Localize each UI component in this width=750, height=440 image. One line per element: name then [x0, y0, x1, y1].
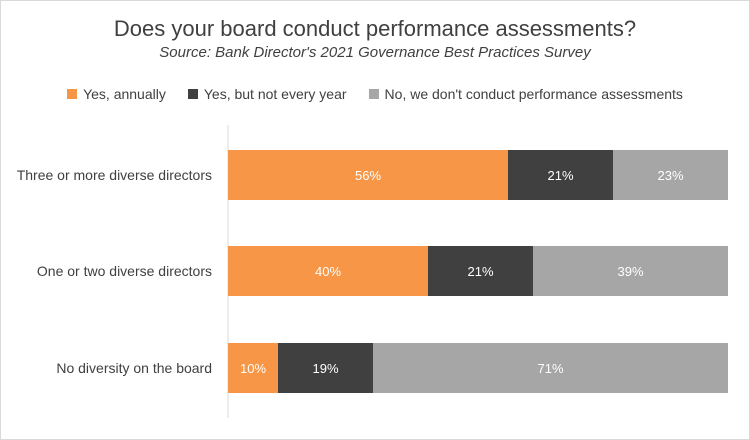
bar-yes-but-not-every-year-no-diversity-on-the-board [278, 343, 373, 393]
legend-label-yes-annually: Yes, annually [83, 86, 166, 102]
category-label-one-or-two-diverse-directors: One or two diverse directors [37, 263, 212, 279]
bar-yes-annually-one-or-two-diverse-directors [228, 246, 428, 296]
legend-swatch-no-assessments [368, 89, 379, 99]
legend-label-no-assessments: No, we don't conduct performance assessm… [384, 86, 683, 102]
data-label-yes-annually-no-diversity-on-the-board: 10% [240, 361, 266, 376]
data-label-no-we-don-t-conduct-performance-assessments-no-diversity-on-the-board: 71% [537, 361, 563, 376]
chart-subtitle: Source: Bank Director's 2021 Governance … [159, 44, 591, 61]
data-label-yes-annually-one-or-two-diverse-directors: 40% [315, 264, 341, 279]
bar-yes-but-not-every-year-three-or-more-diverse-directors [508, 150, 613, 200]
category-label-three-or-more-diverse-directors: Three or more diverse directors [17, 167, 212, 183]
data-label-yes-but-not-every-year-three-or-more-diverse-directors: 21% [547, 168, 573, 183]
bar-yes-but-not-every-year-one-or-two-diverse-directors [428, 246, 533, 296]
data-label-no-we-don-t-conduct-performance-assessments-one-or-two-diverse-directors: 39% [617, 264, 643, 279]
legend-item-yes-annually: Yes, annually [67, 86, 166, 102]
data-label-yes-but-not-every-year-no-diversity-on-the-board: 19% [312, 361, 338, 376]
category-label-no-diversity-on-the-board: No diversity on the board [56, 360, 212, 376]
bar-no-we-don-t-conduct-performance-assessments-three-or-more-diverse-directors [613, 150, 728, 200]
chart-title: Does your board conduct performance asse… [113, 16, 637, 41]
legend-item-yes-not-every-year: Yes, but not every year [187, 86, 347, 102]
data-label-yes-annually-three-or-more-diverse-directors: 56% [355, 168, 381, 183]
legend-swatch-yes-not-every-year [187, 89, 198, 99]
bar-yes-annually-no-diversity-on-the-board [228, 343, 278, 393]
bar-yes-annually-three-or-more-diverse-directors [228, 150, 508, 200]
legend: Yes, annually Yes, but not every year No… [0, 86, 750, 102]
legend-item-no-assessments: No, we don't conduct performance assessm… [368, 86, 683, 102]
bar-no-we-don-t-conduct-performance-assessments-one-or-two-diverse-directors [533, 246, 728, 296]
legend-label-yes-not-every-year: Yes, but not every year [203, 86, 347, 102]
data-label-yes-but-not-every-year-one-or-two-diverse-directors: 21% [467, 264, 493, 279]
data-label-no-we-don-t-conduct-performance-assessments-three-or-more-diverse-directors: 23% [657, 168, 683, 183]
legend-swatch-yes-annually [67, 89, 78, 99]
bar-no-we-don-t-conduct-performance-assessments-no-diversity-on-the-board [373, 343, 728, 393]
